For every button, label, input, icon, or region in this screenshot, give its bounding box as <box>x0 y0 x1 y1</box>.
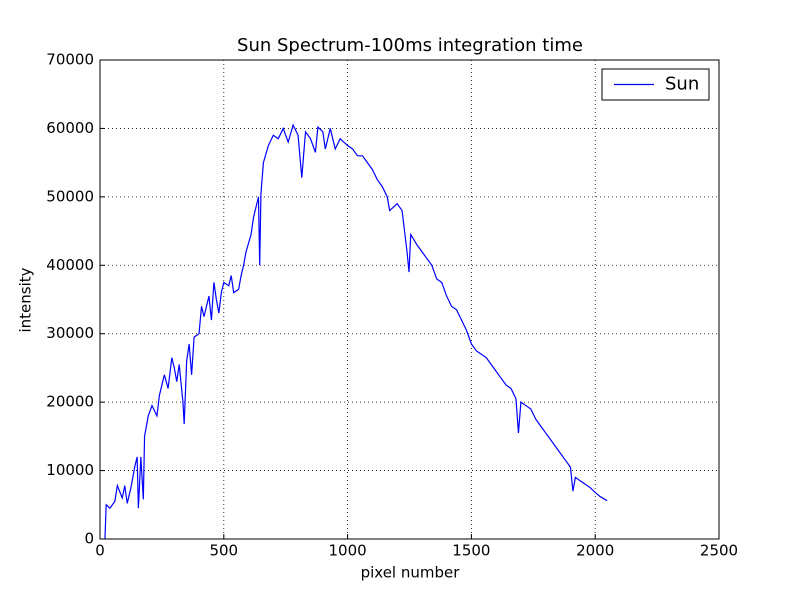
y-axis-label: intensity <box>17 267 35 332</box>
y-tick-label: 40000 <box>46 256 94 274</box>
x-tick-label: 0 <box>95 542 105 560</box>
y-tick-label: 60000 <box>46 119 94 137</box>
y-tick-label: 0 <box>84 530 94 548</box>
data-line <box>104 123 608 540</box>
y-tick-label: 20000 <box>46 393 94 411</box>
x-axis-label: pixel number <box>361 564 461 582</box>
legend-label: Sun <box>665 74 699 95</box>
chart-title: Sun Spectrum-100ms integration time <box>237 35 583 56</box>
x-tick-label: 500 <box>209 542 238 560</box>
x-tick-label: 2000 <box>576 542 614 560</box>
y-tick-label: 70000 <box>46 51 94 69</box>
x-tick-label: 1500 <box>452 542 490 560</box>
y-tick-label: 30000 <box>46 324 94 342</box>
y-tick-label: 10000 <box>46 461 94 479</box>
x-tick-label: 2500 <box>700 542 738 560</box>
y-tick-label: 50000 <box>46 187 94 205</box>
x-tick-label: 1000 <box>329 542 367 560</box>
plot-frame <box>99 59 720 540</box>
